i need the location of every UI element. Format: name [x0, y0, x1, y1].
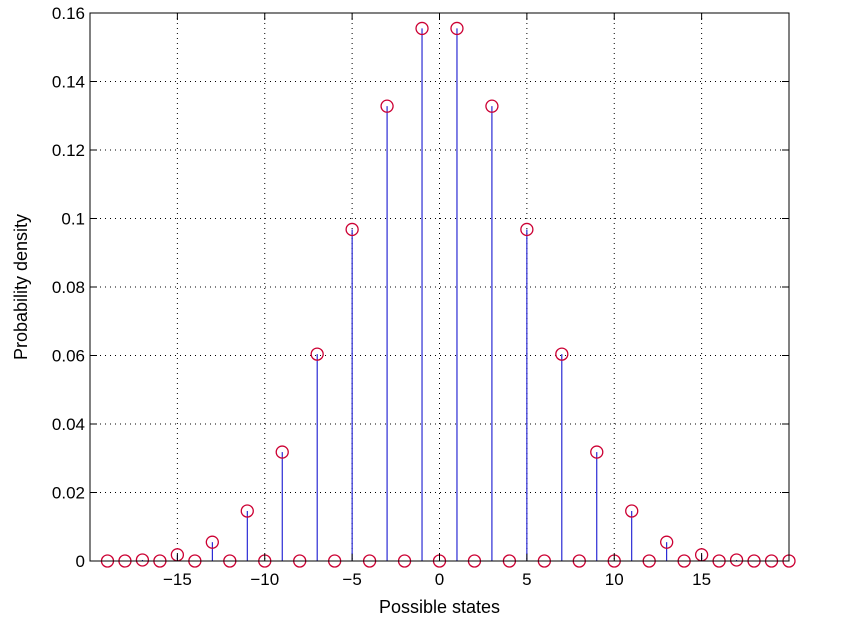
stem-marker: [415, 21, 429, 36]
x-tick-label: 5: [522, 570, 531, 589]
x-tick-label: −5: [342, 570, 361, 589]
grid-lines: [90, 12, 789, 562]
x-tick-label: −10: [250, 570, 279, 589]
y-tick-label: 0.02: [52, 484, 85, 503]
stem-series: [100, 21, 796, 568]
stem-marker: [485, 99, 499, 113]
x-axis-label: Possible states: [379, 597, 500, 617]
x-tick-label: 0: [435, 570, 444, 589]
stem-marker: [240, 504, 254, 518]
y-axis-label: Probability density: [11, 214, 31, 360]
stem-marker: [135, 553, 150, 567]
y-tick-labels: 0 0.02 0.04 0.06 0.08 0.1 0.12 0.14 0.16: [52, 4, 85, 571]
y-tick-label: 0.1: [61, 210, 85, 229]
x-tick-label: 15: [692, 570, 711, 589]
x-tick-label: −15: [163, 570, 192, 589]
stem-marker: [205, 535, 219, 549]
x-tick-label: 10: [605, 570, 624, 589]
stem-marker: [660, 535, 674, 549]
y-tick-label: 0.14: [52, 73, 85, 92]
y-tick-label: 0.12: [52, 141, 85, 160]
stem-marker: [310, 347, 324, 361]
y-tick-label: 0.06: [52, 347, 85, 366]
stem-marker: [729, 553, 744, 567]
stem-marker: [380, 99, 394, 113]
axis-ticks: [90, 12, 789, 562]
y-tick-label: 0.04: [52, 415, 85, 434]
y-tick-label: 0.16: [52, 4, 85, 23]
stem-marker: [520, 222, 534, 237]
y-tick-label: 0: [76, 552, 85, 571]
stem-marker: [275, 445, 289, 459]
stem-marker: [625, 504, 639, 518]
y-tick-label: 0.08: [52, 278, 85, 297]
x-tick-labels: −15 −10 −5 0 5 10 15: [163, 570, 711, 589]
stem-marker: [590, 445, 604, 459]
stem-marker: [555, 347, 569, 361]
stem-marker: [345, 222, 359, 237]
stem-marker: [450, 21, 464, 36]
